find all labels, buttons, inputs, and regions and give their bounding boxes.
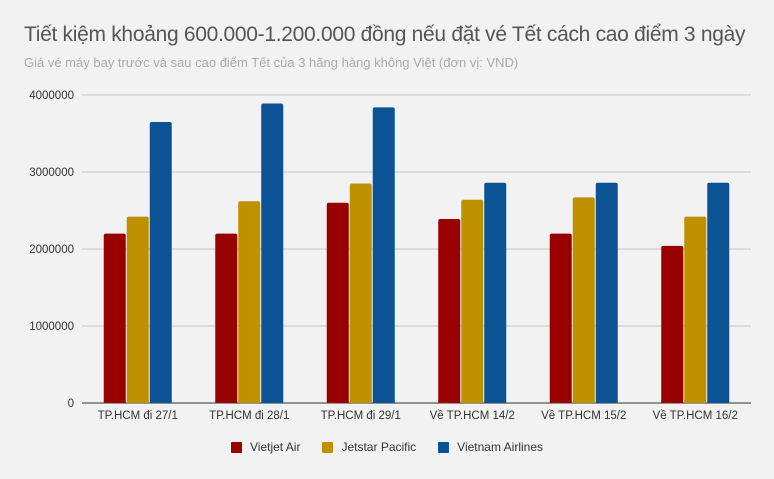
x-tick-label: Về TP.HCM 14/2 (430, 410, 515, 422)
bar-vietjet-air (549, 233, 572, 403)
bar-vietjet-air (326, 202, 349, 403)
bar-jetstar-pacific (349, 183, 372, 403)
y-tick-label: 1000000 (29, 321, 74, 333)
legend-item: Jetstar Pacific (322, 440, 416, 454)
bar-vietjet-air (438, 218, 461, 403)
legend-swatch (322, 441, 334, 453)
bar-vietnam-airlines (707, 182, 730, 403)
bar-jetstar-pacific (572, 197, 595, 403)
chart-title: Tiết kiệm khoảng 600.000-1.200.000 đồng … (24, 23, 746, 46)
x-tick-label: TP.HCM đi 27/1 (98, 410, 178, 422)
legend-label: Vietnam Airlines (457, 440, 543, 454)
bar-vietnam-airlines (261, 103, 284, 403)
y-tick-label: 2000000 (29, 244, 74, 256)
legend-label: Jetstar Pacific (341, 440, 417, 454)
legend-label: Vietjet Air (249, 440, 301, 454)
legend-swatch (438, 441, 450, 453)
legend: Vietjet Air Jetstar Pacific Vietnam Airlin… (0, 440, 774, 454)
bar-vietnam-airlines (372, 107, 395, 403)
bar-vietjet-air (661, 245, 684, 403)
x-tick-label: Về TP.HCM 16/2 (653, 410, 738, 422)
y-tick-label: 0 (68, 398, 74, 410)
bar-vietjet-air (103, 233, 126, 403)
bar-jetstar-pacific (684, 216, 707, 403)
y-tick-label: 3000000 (29, 167, 74, 179)
legend-item: Vietjet Air (230, 440, 301, 454)
x-tick-label: TP.HCM đi 28/1 (209, 410, 289, 422)
bar-vietnam-airlines (149, 121, 172, 403)
x-tick-label: TP.HCM đi 29/1 (321, 410, 401, 422)
y-tick-label: 4000000 (29, 90, 74, 102)
bar-jetstar-pacific (461, 199, 484, 403)
bar-vietnam-airlines (484, 182, 507, 403)
chart-subtitle: Giá vé máy bay trước và sau cao điểm Tết… (24, 55, 519, 70)
legend-swatch (230, 441, 242, 453)
bar-vietjet-air (215, 233, 238, 403)
legend-item: Vietnam Airlines (438, 440, 543, 454)
bar-jetstar-pacific (238, 201, 261, 403)
x-tick-label: Về TP.HCM 15/2 (541, 410, 626, 422)
bar-vietnam-airlines (595, 182, 618, 403)
bar-jetstar-pacific (126, 216, 149, 403)
